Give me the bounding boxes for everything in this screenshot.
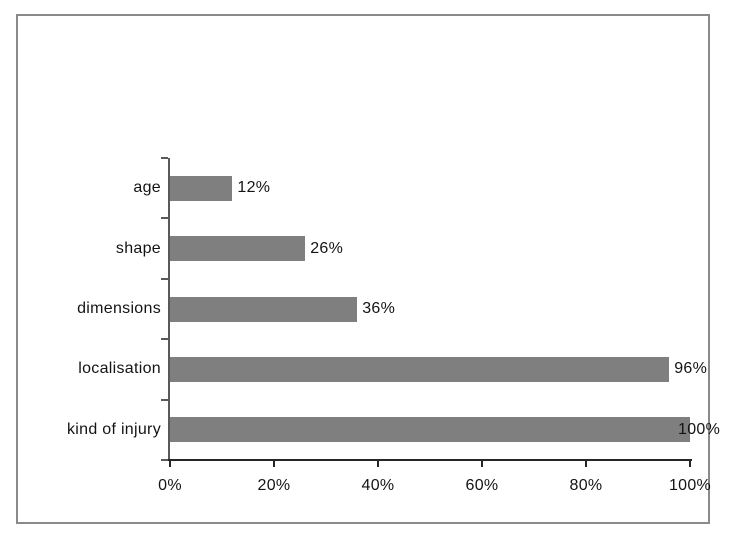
bar — [170, 236, 306, 262]
x-axis-tick-label: 100% — [668, 477, 712, 494]
y-axis-line — [168, 158, 170, 460]
value-label: 96% — [674, 360, 708, 378]
y-axis-tick — [161, 157, 168, 159]
chart-frame-border — [16, 14, 710, 524]
value-label: 36% — [362, 300, 396, 317]
category-label: dimensions — [77, 300, 161, 317]
x-axis-tick — [377, 460, 379, 467]
x-axis-tick — [169, 460, 171, 467]
value-label: 26% — [310, 239, 344, 257]
x-axis-line — [168, 459, 692, 461]
category-label: localisation — [78, 360, 161, 378]
x-axis-tick — [481, 460, 483, 467]
y-axis-tick — [161, 459, 168, 461]
x-axis-tick — [689, 460, 691, 467]
x-axis-tick-label: 60% — [465, 477, 499, 494]
x-axis-tick-label: 40% — [361, 477, 395, 494]
x-axis-tick-label: 20% — [257, 477, 291, 494]
value-label: 100% — [678, 420, 721, 438]
x-axis-tick-label: 0% — [158, 477, 182, 494]
y-axis-tick — [161, 277, 168, 280]
category-label: kind of injury — [66, 420, 161, 438]
bar — [170, 417, 690, 443]
x-axis-tick — [585, 460, 587, 467]
value-label: 12% — [237, 179, 271, 197]
bar — [170, 296, 358, 322]
y-axis-tick — [161, 338, 168, 341]
y-axis-tick — [161, 398, 168, 401]
y-axis-tick — [161, 217, 168, 220]
bar — [170, 356, 670, 382]
bar — [170, 175, 233, 201]
x-axis-tick-label: 80% — [569, 477, 603, 494]
category-label: shape — [115, 239, 161, 257]
x-axis-tick — [273, 460, 275, 467]
category-label: age — [133, 179, 161, 197]
